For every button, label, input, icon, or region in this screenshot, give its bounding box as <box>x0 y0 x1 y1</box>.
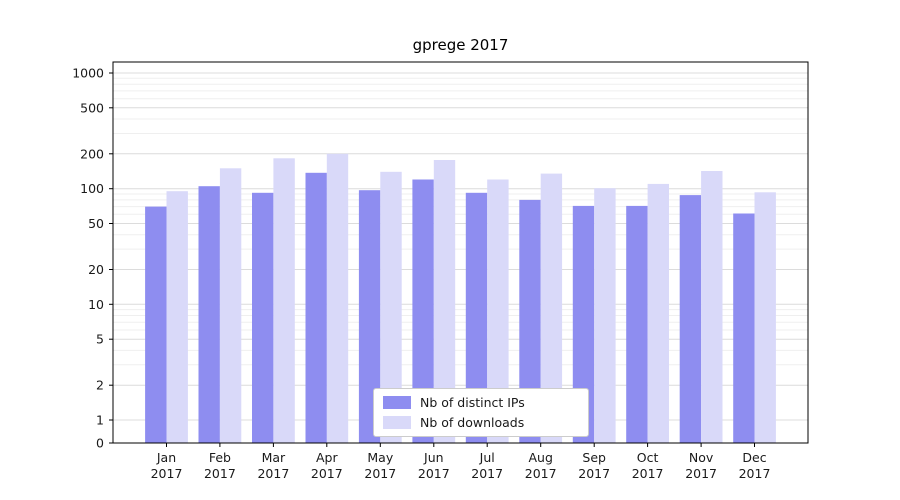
bar-distinct-ips-jul <box>465 192 488 443</box>
bar-downloads-may <box>380 171 402 444</box>
bar-downloads-feb <box>219 168 242 444</box>
bar-distinct-ips-aug <box>519 199 541 443</box>
x-tick-label-month: Aug <box>528 450 552 465</box>
bar-distinct-ips-nov <box>679 195 702 443</box>
legend: Nb of distinct IPs Nb of downloads <box>373 388 589 437</box>
chart-title: gprege 2017 <box>412 36 509 54</box>
y-tick-label: 50 <box>88 216 104 231</box>
y-tick-label: 500 <box>80 100 104 115</box>
y-tick-label: 100 <box>80 181 104 196</box>
x-tick-label-year: 2017 <box>151 466 183 481</box>
x-tick-label-month: Apr <box>316 450 338 465</box>
bar-distinct-ips-mar <box>252 192 274 443</box>
bar-downloads-dec <box>754 192 776 443</box>
x-tick-label-month: Nov <box>689 450 714 465</box>
x-tick-label-month: Mar <box>262 450 286 465</box>
x-tick-label-year: 2017 <box>418 466 450 481</box>
x-tick-label-year: 2017 <box>257 466 289 481</box>
y-tick-label: 1000 <box>72 66 104 81</box>
x-tick-label-year: 2017 <box>471 466 503 481</box>
x-tick-label-month: Jul <box>479 450 495 465</box>
x-tick-label-year: 2017 <box>364 466 396 481</box>
y-tick-label: 20 <box>88 262 104 277</box>
x-tick-label-month: Dec <box>742 450 766 465</box>
x-tick-label-year: 2017 <box>525 466 557 481</box>
x-tick-label-year: 2017 <box>204 466 236 481</box>
x-tick-label-year: 2017 <box>739 466 771 481</box>
legend-item-distinct-ips: Nb of distinct IPs <box>383 395 579 410</box>
legend-label-distinct-ips: Nb of distinct IPs <box>420 395 525 410</box>
bar-distinct-ips-feb <box>198 186 220 443</box>
y-tick-label: 1 <box>96 413 104 428</box>
bar-distinct-ips-jan <box>145 206 167 443</box>
bar-downloads-nov <box>701 171 723 443</box>
bar-distinct-ips-dec <box>733 213 755 443</box>
x-tick-label-month: Sep <box>582 450 606 465</box>
bar-downloads-mar <box>273 158 295 444</box>
bar-downloads-jul <box>487 179 509 443</box>
x-tick-label-year: 2017 <box>578 466 610 481</box>
bar-distinct-ips-sep <box>572 205 595 443</box>
y-tick-label: 0 <box>96 436 104 451</box>
plot-frame <box>112 61 809 444</box>
legend-item-downloads: Nb of downloads <box>383 415 579 430</box>
legend-swatch-distinct-ips <box>383 396 411 409</box>
bar-downloads-sep <box>594 188 616 443</box>
bar-downloads-jan <box>166 191 188 443</box>
y-tick-label: 10 <box>88 297 104 312</box>
legend-swatch-downloads <box>383 416 411 429</box>
bar-downloads-aug <box>540 173 563 443</box>
y-tick-label: 2 <box>96 378 104 393</box>
x-tick-label-month: Oct <box>637 450 659 465</box>
bar-distinct-ips-jun <box>412 179 434 443</box>
x-tick-label-year: 2017 <box>632 466 664 481</box>
x-tick-label-month: Jun <box>423 450 444 465</box>
bar-distinct-ips-apr <box>305 172 327 444</box>
y-tick-label: 5 <box>96 332 104 347</box>
bar-distinct-ips-oct <box>626 205 648 443</box>
x-tick-label-month: Jan <box>156 450 176 465</box>
x-tick-label-year: 2017 <box>685 466 717 481</box>
bar-downloads-apr <box>326 153 349 444</box>
x-tick-label-month: May <box>367 450 393 465</box>
legend-label-downloads: Nb of downloads <box>420 415 525 430</box>
x-tick-label-year: 2017 <box>311 466 343 481</box>
y-tick-label: 200 <box>80 146 104 161</box>
bar-downloads-jun <box>433 160 456 443</box>
bar-downloads-oct <box>647 183 669 443</box>
x-tick-label-month: Feb <box>209 450 231 465</box>
bar-distinct-ips-may <box>358 190 381 443</box>
